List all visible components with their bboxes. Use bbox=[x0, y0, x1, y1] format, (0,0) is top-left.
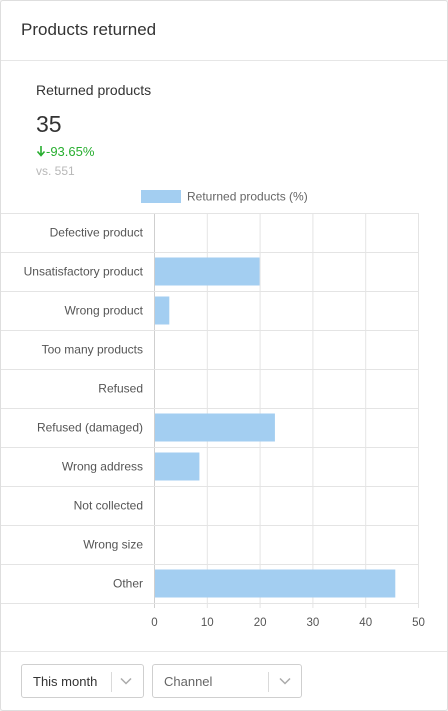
bar[interactable] bbox=[155, 569, 396, 598]
card-footer: This month Channel bbox=[1, 651, 447, 710]
bar[interactable] bbox=[155, 413, 275, 442]
kpi-value: 35 bbox=[36, 111, 62, 137]
category-label: Refused (damaged) bbox=[37, 421, 143, 435]
bar[interactable] bbox=[155, 296, 170, 325]
card-title: Products returned bbox=[21, 20, 157, 39]
chevron-down-icon[interactable] bbox=[279, 677, 291, 685]
category-label: Defective product bbox=[50, 226, 144, 240]
period-select-value: This month bbox=[33, 674, 98, 689]
category-label: Wrong product bbox=[65, 304, 144, 318]
category-label: Not collected bbox=[74, 499, 143, 513]
x-tick-label: 30 bbox=[307, 617, 320, 629]
period-select[interactable]: This month bbox=[21, 664, 144, 698]
bar[interactable] bbox=[155, 257, 260, 286]
category-label: Unsatisfactory product bbox=[24, 265, 144, 279]
category-label: Other bbox=[113, 577, 143, 591]
kpi-compare: vs. 551 bbox=[36, 164, 75, 178]
legend-swatch bbox=[141, 190, 181, 203]
bar[interactable] bbox=[155, 452, 200, 481]
x-tick-label: 50 bbox=[412, 617, 425, 629]
legend-label: Returned products (%) bbox=[187, 190, 308, 204]
chevron-down-icon[interactable] bbox=[120, 677, 132, 685]
kpi-change: -93.65% bbox=[36, 144, 94, 159]
kpi-change-value: -93.65% bbox=[46, 144, 95, 159]
x-tick-label: 40 bbox=[359, 617, 372, 629]
returned-products-chart: Defective product Unsatisfactory product W… bbox=[1, 190, 425, 629]
select-divider bbox=[268, 672, 269, 692]
x-tick-label: 20 bbox=[254, 617, 267, 629]
widget-title: Returned products bbox=[36, 82, 152, 98]
x-tick-label: 10 bbox=[201, 617, 214, 629]
category-label: Wrong address bbox=[62, 460, 143, 474]
category-label: Too many products bbox=[42, 343, 143, 357]
category-label: Wrong size bbox=[83, 538, 143, 552]
select-divider bbox=[111, 672, 112, 692]
card-header: Products returned bbox=[1, 1, 447, 61]
channel-select-placeholder: Channel bbox=[164, 674, 213, 689]
x-tick-label: 0 bbox=[151, 617, 157, 629]
channel-select[interactable]: Channel bbox=[152, 664, 302, 698]
category-label: Refused bbox=[98, 382, 143, 396]
arrow-down-icon bbox=[36, 146, 46, 157]
